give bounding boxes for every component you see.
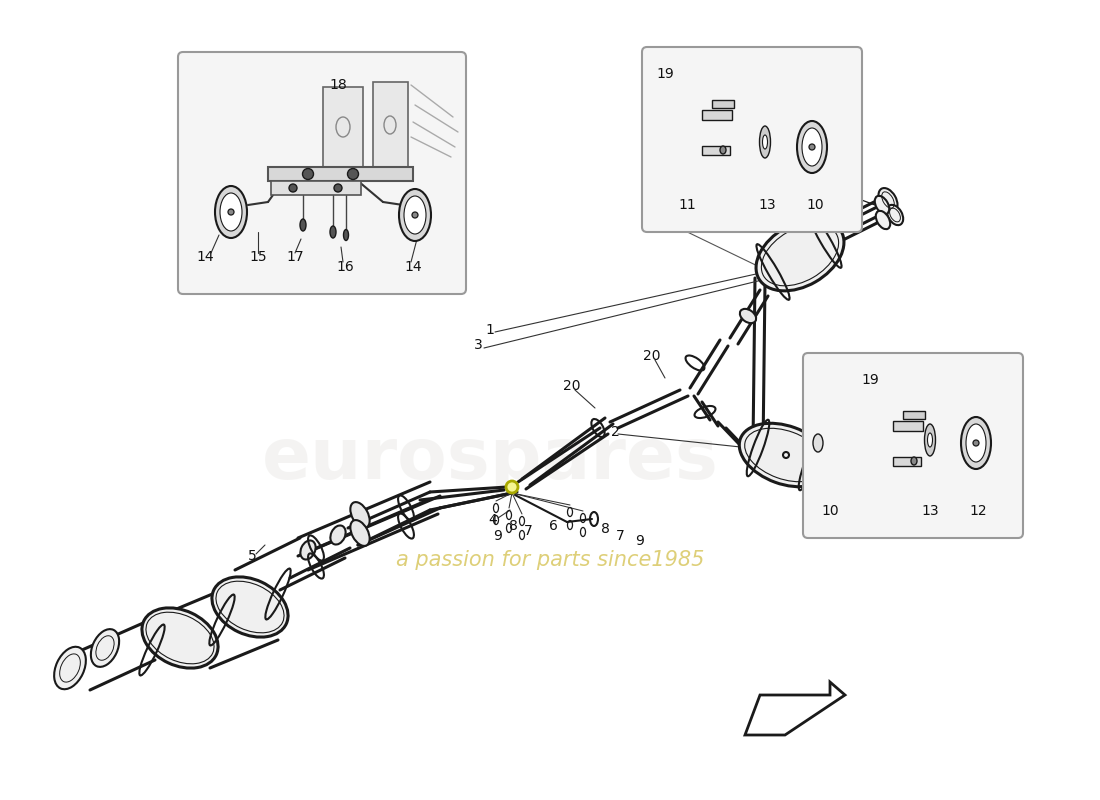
Text: 16: 16	[337, 260, 354, 274]
Text: 8: 8	[508, 519, 517, 533]
Ellipse shape	[302, 169, 313, 179]
Ellipse shape	[214, 186, 248, 238]
Text: 13: 13	[758, 198, 776, 212]
Ellipse shape	[876, 211, 890, 229]
Ellipse shape	[974, 440, 979, 446]
Ellipse shape	[756, 219, 844, 291]
Ellipse shape	[911, 457, 917, 465]
Ellipse shape	[802, 128, 822, 166]
Ellipse shape	[142, 608, 218, 668]
Ellipse shape	[212, 577, 288, 637]
Ellipse shape	[91, 629, 119, 667]
Ellipse shape	[876, 486, 889, 505]
Text: 1: 1	[485, 323, 494, 337]
Ellipse shape	[813, 434, 823, 452]
Ellipse shape	[330, 526, 345, 545]
Text: 11: 11	[678, 198, 696, 212]
Ellipse shape	[300, 219, 306, 231]
Bar	[712, 100, 734, 108]
Ellipse shape	[412, 212, 418, 218]
Ellipse shape	[798, 121, 827, 173]
Text: 17: 17	[286, 250, 304, 264]
Ellipse shape	[808, 144, 815, 150]
Bar	[271, 181, 361, 195]
Text: 14: 14	[196, 250, 213, 264]
Ellipse shape	[399, 189, 431, 241]
Text: 12: 12	[969, 504, 987, 518]
Text: 13: 13	[921, 504, 938, 518]
Ellipse shape	[927, 433, 933, 447]
Ellipse shape	[762, 135, 768, 149]
Ellipse shape	[54, 646, 86, 690]
Text: 14: 14	[404, 260, 421, 274]
Text: 19: 19	[656, 67, 674, 81]
FancyBboxPatch shape	[178, 52, 466, 294]
FancyBboxPatch shape	[803, 353, 1023, 538]
Text: 3: 3	[474, 338, 483, 352]
Ellipse shape	[220, 193, 242, 231]
Bar	[893, 421, 923, 431]
Ellipse shape	[289, 184, 297, 192]
Bar	[373, 82, 408, 167]
Text: 18: 18	[329, 78, 346, 92]
FancyBboxPatch shape	[642, 47, 862, 232]
Text: 10: 10	[822, 504, 839, 518]
Text: 5: 5	[248, 549, 256, 563]
Text: 9: 9	[494, 529, 503, 543]
Text: 15: 15	[250, 250, 267, 264]
Ellipse shape	[868, 474, 882, 494]
Ellipse shape	[887, 205, 903, 225]
Ellipse shape	[759, 126, 770, 158]
Bar	[702, 146, 730, 155]
Ellipse shape	[343, 230, 349, 241]
Text: 7: 7	[524, 524, 532, 538]
Text: 20: 20	[644, 349, 661, 363]
Bar	[903, 411, 925, 419]
Ellipse shape	[506, 481, 518, 493]
Text: 19: 19	[861, 373, 879, 387]
Text: 10: 10	[806, 198, 824, 212]
Ellipse shape	[961, 417, 991, 469]
Ellipse shape	[334, 184, 342, 192]
Ellipse shape	[228, 209, 234, 215]
Ellipse shape	[300, 541, 316, 559]
Ellipse shape	[404, 196, 426, 234]
Ellipse shape	[924, 424, 935, 456]
Ellipse shape	[874, 196, 889, 214]
Ellipse shape	[330, 226, 336, 238]
Text: 4: 4	[488, 513, 497, 527]
Ellipse shape	[966, 424, 986, 462]
Text: 20: 20	[563, 379, 581, 393]
Bar	[323, 87, 363, 167]
Text: 2: 2	[610, 425, 619, 439]
Bar	[893, 457, 921, 466]
Text: 7: 7	[616, 529, 625, 543]
Ellipse shape	[351, 502, 370, 528]
Ellipse shape	[720, 146, 726, 154]
Ellipse shape	[739, 423, 830, 486]
Text: a passion for parts since1985: a passion for parts since1985	[396, 550, 704, 570]
Ellipse shape	[351, 520, 370, 546]
Ellipse shape	[740, 309, 756, 323]
Ellipse shape	[879, 188, 898, 212]
Text: 6: 6	[549, 519, 558, 533]
Bar	[268, 167, 412, 181]
Ellipse shape	[348, 169, 359, 179]
Text: eurospares: eurospares	[262, 426, 718, 494]
Bar	[702, 110, 732, 120]
Text: 9: 9	[636, 534, 645, 548]
Text: 8: 8	[601, 522, 609, 536]
